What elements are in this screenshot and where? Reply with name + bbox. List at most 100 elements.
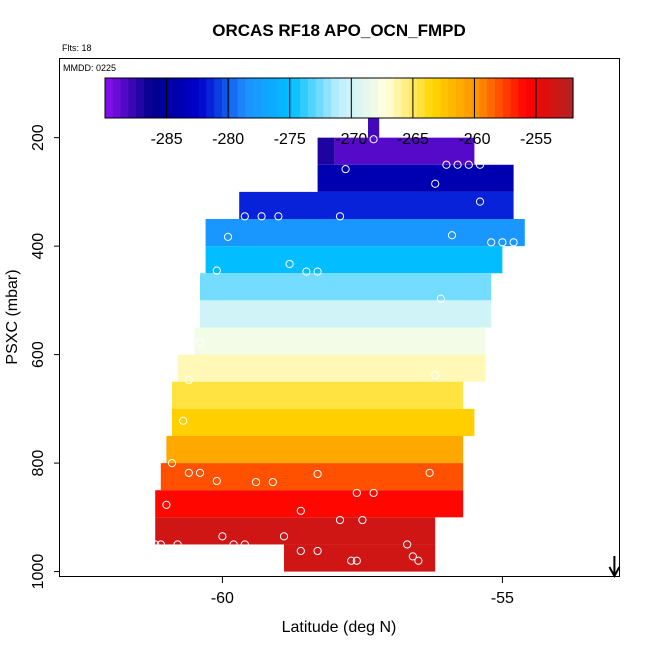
colorbar-swatch	[284, 78, 293, 118]
data-point	[475, 197, 485, 206]
colorbar-swatch	[159, 78, 168, 118]
colorbar-swatch	[331, 78, 340, 118]
colorbar-swatch	[112, 78, 122, 118]
colorbar-swatch	[198, 78, 207, 118]
data-point	[274, 212, 283, 221]
heatmap-cell	[200, 273, 492, 301]
data-point	[358, 515, 367, 525]
data-point	[285, 259, 294, 269]
x-tick-label: -60	[211, 590, 234, 607]
data-point	[414, 556, 423, 565]
heatmap-cell	[368, 110, 380, 138]
data-point	[184, 468, 193, 477]
data-point	[369, 135, 378, 144]
colorbar-swatch	[378, 78, 387, 118]
colorbar-swatch	[206, 78, 215, 118]
colorbar-swatch	[541, 78, 551, 118]
heatmap-cell	[317, 164, 514, 192]
data-point	[453, 160, 462, 169]
x-axis-label: Latitude (deg N)	[282, 619, 397, 636]
colorbar-swatch	[549, 78, 558, 118]
data-point	[173, 540, 182, 549]
heatmap-cell	[172, 381, 464, 409]
data-point	[335, 212, 345, 221]
colorbar-swatch	[432, 78, 441, 118]
heatmap-cell	[205, 246, 503, 274]
heatmap-cell	[155, 517, 436, 545]
colorbar-swatch	[190, 78, 200, 118]
colorbar-swatch	[354, 78, 363, 118]
date-note: MMDD: 0225	[63, 63, 116, 73]
colorbar-tick-label: -280	[212, 131, 244, 148]
heatmap-cell	[160, 463, 464, 491]
data-point	[179, 416, 188, 425]
data-point	[431, 371, 440, 380]
colorbar-tick-label: -255	[520, 131, 552, 148]
colorbar-tick-label: -275	[274, 131, 306, 148]
data-point	[464, 160, 473, 169]
heatmap-cell	[172, 408, 475, 436]
heatmap-cell	[166, 435, 464, 464]
data-point	[184, 376, 193, 385]
data-point	[313, 546, 322, 556]
colorbar-swatch	[401, 78, 410, 118]
flights-note: Flts: 18	[62, 43, 92, 53]
data-point	[195, 468, 205, 477]
data-point	[313, 267, 322, 276]
colorbar-swatch	[471, 78, 480, 118]
data-point	[442, 160, 451, 169]
data-points	[145, 135, 518, 565]
colorbar-swatch	[261, 78, 270, 118]
data-point	[403, 540, 412, 549]
data-point	[251, 477, 261, 487]
colorbar-swatch	[167, 78, 176, 118]
colorbar-swatch	[128, 78, 137, 118]
colorbar-tick-label: -260	[458, 131, 490, 148]
heatmap-cell	[205, 219, 525, 247]
data-point	[431, 179, 440, 188]
colorbar-swatch	[557, 78, 566, 118]
data-point	[369, 488, 378, 498]
colorbar-swatch	[393, 78, 402, 118]
colorbar-swatch	[502, 78, 512, 118]
data-point	[268, 477, 277, 487]
colorbar-swatch	[495, 78, 504, 118]
data-point	[408, 552, 417, 561]
data-point	[229, 540, 238, 549]
colorbar-swatch	[151, 78, 161, 118]
data-point	[195, 338, 205, 347]
colorbar-swatch	[144, 78, 153, 118]
data-point	[240, 212, 249, 221]
colorbar-swatch	[362, 78, 371, 118]
colorbar-swatch	[292, 78, 301, 118]
colorbar-tick-label: -285	[151, 131, 183, 148]
data-point	[145, 540, 154, 549]
colorbar-swatch	[417, 78, 426, 118]
colorbar-tick-label: -265	[397, 131, 429, 148]
data-point	[509, 238, 518, 247]
data-point	[257, 212, 266, 221]
colorbar-swatch	[307, 78, 317, 118]
data-point	[498, 238, 507, 247]
colorbar-swatch	[229, 78, 239, 118]
colorbar-swatch	[526, 78, 535, 118]
data-point	[212, 266, 221, 275]
colorbar-swatch	[487, 78, 496, 118]
heatmap-cell	[334, 137, 475, 165]
colorbar-swatch	[385, 78, 395, 118]
data-point	[302, 267, 311, 276]
x-tick-label: -55	[491, 590, 514, 607]
data-point	[335, 515, 345, 525]
heatmap-cell	[317, 137, 335, 165]
y-tick-label: 600	[30, 341, 47, 368]
data-point	[475, 160, 485, 169]
colorbar: -285 -280 -275 -270 -265 -260 -255	[104, 77, 574, 148]
y-axis: 200 400 600 800 1000	[30, 124, 60, 589]
data-point	[240, 540, 249, 549]
chart-title: ORCAS RF18 APO_OCN_FMPD	[212, 21, 465, 40]
data-point	[425, 468, 434, 477]
colorbar-swatch	[120, 78, 129, 118]
colorbar-swatch	[565, 78, 574, 118]
colorbar-swatch	[323, 78, 332, 118]
